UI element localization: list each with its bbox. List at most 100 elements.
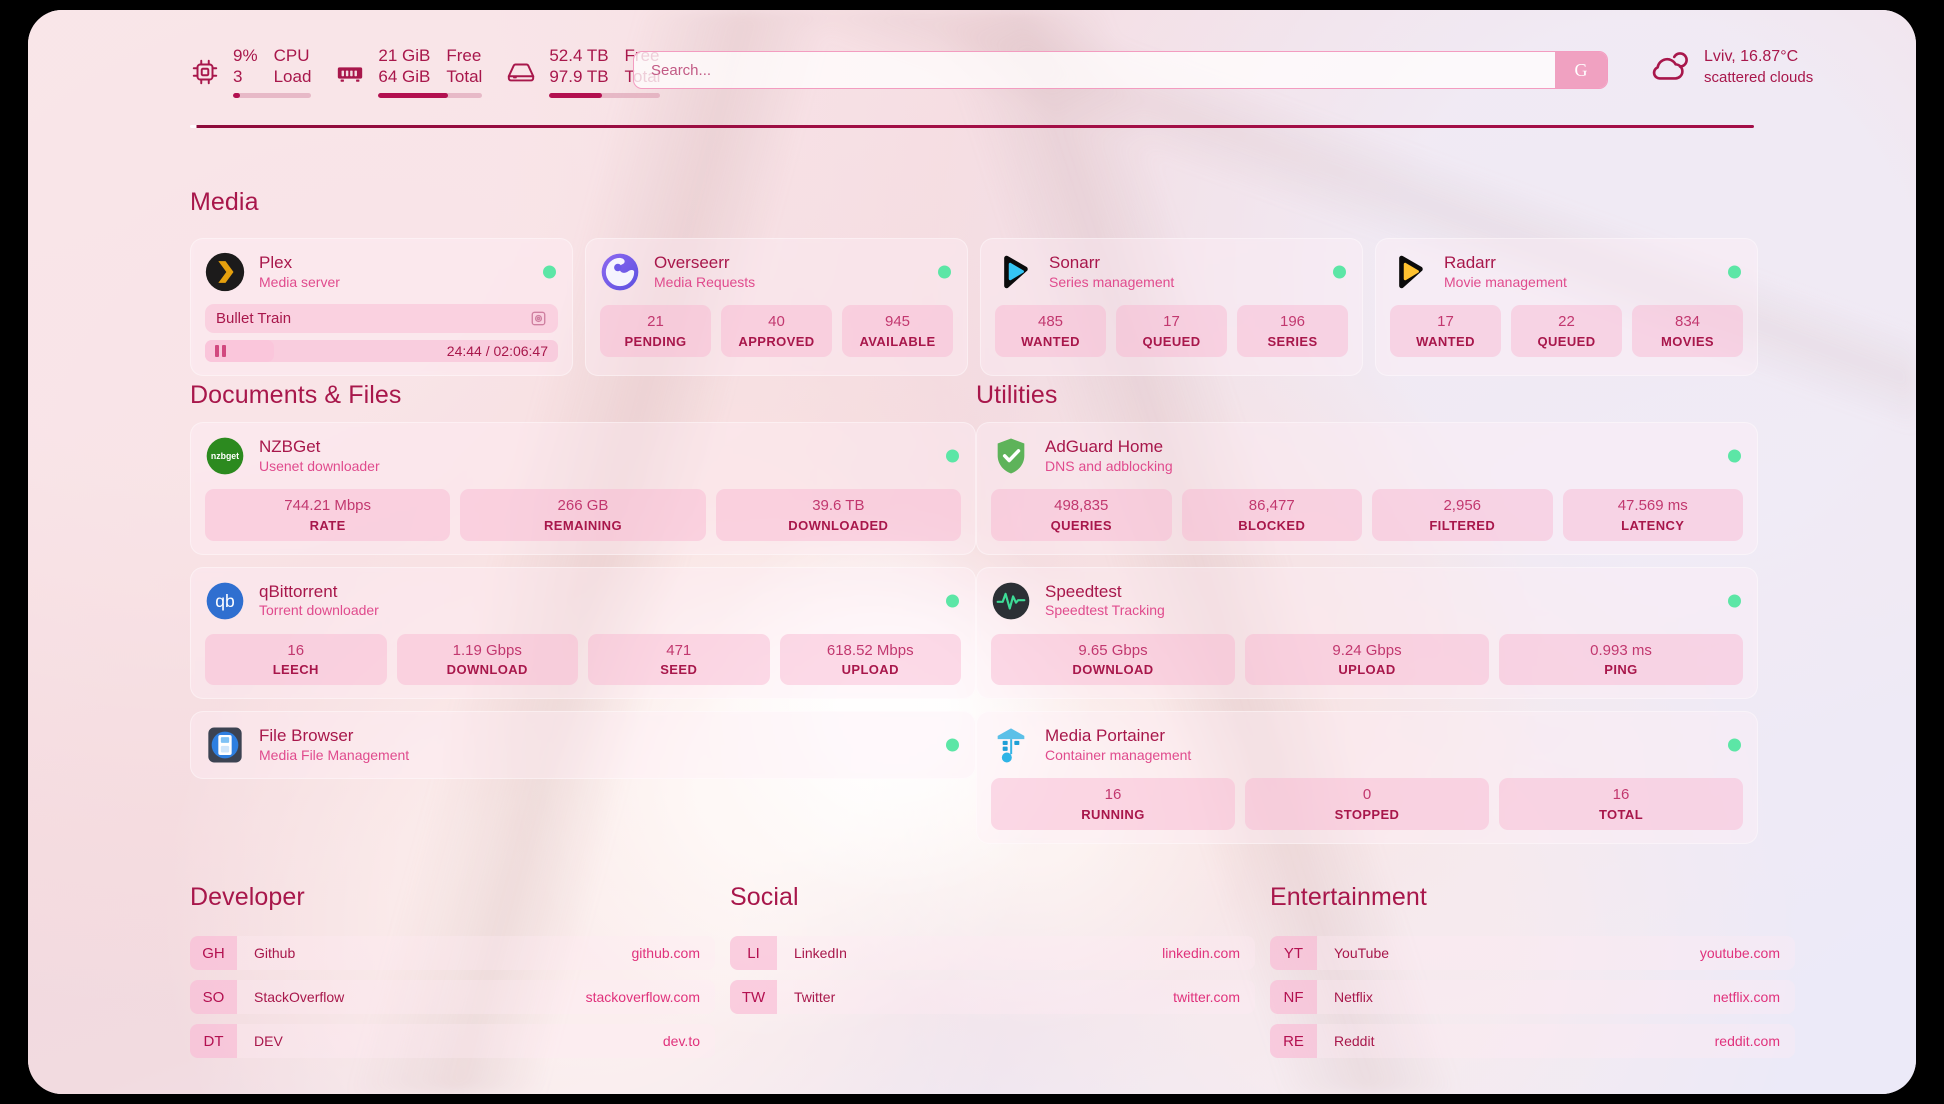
stat-label: RUNNING <box>1081 806 1145 822</box>
portainer-logo-icon <box>997 728 1025 763</box>
stat-tile[interactable]: 22 QUEUED <box>1511 305 1622 357</box>
stat-label: QUEUED <box>1537 333 1596 349</box>
search-submit-button[interactable]: G <box>1555 52 1607 88</box>
service-card[interactable]: Plex Media server Bullet Train 24:44 / 02:0… <box>190 238 573 376</box>
bookmark-name: StackOverflow <box>254 989 345 1005</box>
bookmark-row[interactable]: RE Reddit reddit.com <box>1270 1024 1795 1058</box>
stat-value: 47.569 ms <box>1617 497 1688 514</box>
stat-tile[interactable]: 9.65 Gbps DOWNLOAD <box>991 633 1235 685</box>
stat-tile[interactable]: 17 WANTED <box>1390 305 1501 357</box>
service-card[interactable]: Sonarr Series management 485 WANTED 17 QUEUED… <box>980 238 1363 376</box>
stat-label: RATE <box>309 517 346 533</box>
bookmark-row[interactable]: YT YouTube youtube.com <box>1270 936 1795 970</box>
service-card[interactable]: AdGuard Home DNS and adblocking 498,835 QUE… <box>976 422 1758 555</box>
radarr-logo-icon <box>1399 255 1423 289</box>
system-stat-value: 21 GiB <box>378 46 431 65</box>
bookmark-row[interactable]: NF Netflix netflix.com <box>1270 980 1795 1014</box>
service-card[interactable]: nzbget NZBGet Usenet downloader 744.21 Mbps… <box>190 422 976 555</box>
service-card[interactable]: Media Portainer Container management 16 RUN… <box>976 711 1758 844</box>
stat-value: 2,956 <box>1443 497 1482 514</box>
stat-tile[interactable]: 498,835 QUERIES <box>991 489 1172 541</box>
system-stat-label: Free <box>446 46 482 65</box>
playback-progress-bar[interactable]: 24:44 / 02:06:47 <box>205 340 558 362</box>
bookmark-row[interactable]: TW Twitter twitter.com <box>730 980 1255 1014</box>
bookmark-url: linkedin.com <box>1162 945 1240 961</box>
system-stats-group: 9% 3 CPU Load 21 GiB 64 GiB Free Total 52.4 TB 97… <box>190 46 661 99</box>
service-card-text: AdGuard Home DNS and adblocking <box>1045 436 1173 476</box>
stat-tile[interactable]: 471 SEED <box>588 633 770 685</box>
service-card[interactable]: File Browser Media File Management <box>190 711 976 779</box>
stat-tile[interactable]: 945 AVAILABLE <box>842 305 953 357</box>
stat-tile[interactable]: 9.24 Gbps UPLOAD <box>1245 633 1489 685</box>
stat-tile[interactable]: 21 PENDING <box>600 305 711 357</box>
bookmark-row[interactable]: GH Github github.com <box>190 936 715 970</box>
stat-tile[interactable]: 16 LEECH <box>205 633 387 685</box>
bookmark-url: twitter.com <box>1173 989 1240 1005</box>
stat-label: QUERIES <box>1050 517 1112 533</box>
stat-tile[interactable]: 16 TOTAL <box>1499 778 1743 830</box>
service-subtitle: Media File Management <box>259 746 410 763</box>
system-stat-progress-bar <box>233 93 312 99</box>
service-stats-row: 498,835 QUERIES 86,477 BLOCKED 2,956 FILTERED… <box>991 489 1743 541</box>
section-title-media: Media <box>190 188 259 216</box>
stat-value: 17 <box>1437 313 1454 330</box>
service-card[interactable]: qb qBittorrent Torrent downloader 16 LEECH 1.… <box>190 566 976 699</box>
system-stat-value: 3 <box>233 66 243 86</box>
stat-label: WANTED <box>1416 333 1475 349</box>
service-card-text: Speedtest Speedtest Tracking <box>1045 581 1165 621</box>
service-card-header: Media Portainer Container management <box>991 725 1743 765</box>
service-stats-row: 16 LEECH 1.19 Gbps DOWNLOAD 471 SEED 618.52 Mb… <box>205 633 961 685</box>
stat-tile[interactable]: 196 SERIES <box>1237 305 1348 357</box>
service-card-text: File Browser Media File Management <box>259 725 409 765</box>
cast-icon[interactable] <box>530 310 547 327</box>
bookmark-row[interactable]: DT DEV dev.to <box>190 1024 715 1058</box>
stat-tile[interactable]: 744.21 Mbps RATE <box>205 489 451 541</box>
stat-value: 0 <box>1362 786 1372 803</box>
status-indicator-online <box>1728 265 1741 279</box>
status-indicator-online <box>1333 265 1346 279</box>
stat-tile[interactable]: 16 RUNNING <box>991 778 1235 830</box>
bookmark-list-developer: GH Github github.com SO StackOverflow stackov… <box>190 936 715 1058</box>
service-card-header: AdGuard Home DNS and adblocking <box>991 436 1743 476</box>
system-stat-label: Load <box>273 66 312 86</box>
stat-tile[interactable]: 266 GB REMAINING <box>460 489 706 541</box>
stat-tile[interactable]: 485 WANTED <box>995 305 1106 357</box>
system-stat-cpu: 9% 3 CPU Load <box>190 46 312 99</box>
media-card-row: Plex Media server Bullet Train 24:44 / 02:0… <box>190 238 1758 376</box>
stat-tile[interactable]: 2,956 FILTERED <box>1372 489 1553 541</box>
search-box[interactable]: G <box>633 51 1608 89</box>
stat-tile[interactable]: 1.19 Gbps DOWNLOAD <box>396 633 578 685</box>
stat-tile[interactable]: 618.52 Mbps UPLOAD <box>779 633 961 685</box>
pause-icon[interactable] <box>215 345 226 357</box>
stat-value: 40 <box>768 313 785 330</box>
system-stat-body: 21 GiB 64 GiB Free Total <box>378 46 483 99</box>
service-card[interactable]: Speedtest Speedtest Tracking 9.65 Gbps DOWN… <box>976 566 1758 699</box>
stat-tile[interactable]: 0.993 ms PING <box>1499 633 1743 685</box>
status-indicator-online <box>1728 449 1741 463</box>
stat-value: 16 <box>287 641 305 659</box>
search-input[interactable] <box>634 52 1555 88</box>
service-subtitle: DNS and adblocking <box>1045 457 1173 474</box>
bookmark-group-title-entertainment: Entertainment <box>1270 883 1427 911</box>
service-card[interactable]: Overseerr Media Requests 21 PENDING 40 APPROV… <box>585 238 968 376</box>
stat-tile[interactable]: 834 MOVIES <box>1632 305 1743 357</box>
stat-tile[interactable]: 39.6 TB DOWNLOADED <box>715 489 961 541</box>
service-subtitle: Torrent downloader <box>259 602 379 619</box>
system-stat-value: 64 GiB <box>378 66 431 86</box>
bookmark-row[interactable]: LI LinkedIn linkedin.com <box>730 936 1255 970</box>
bookmark-url: netflix.com <box>1713 989 1780 1005</box>
stat-tile[interactable]: 0 STOPPED <box>1245 778 1489 830</box>
stat-tile[interactable]: 47.569 ms LATENCY <box>1562 489 1743 541</box>
stat-label: SEED <box>660 662 698 677</box>
service-name: Radarr <box>1444 253 1496 273</box>
service-stats-row: 485 WANTED 17 QUEUED 196 SERIES <box>995 305 1348 357</box>
stat-tile[interactable]: 40 APPROVED <box>721 305 832 357</box>
service-card[interactable]: Radarr Movie management 17 WANTED 22 QUEUED 83… <box>1375 238 1758 376</box>
stat-label: APPROVED <box>738 333 815 349</box>
service-subtitle: Movie management <box>1444 273 1567 290</box>
bookmark-row[interactable]: SO StackOverflow stackoverflow.com <box>190 980 715 1014</box>
stat-tile[interactable]: 86,477 BLOCKED <box>1181 489 1362 541</box>
service-stats-row: 17 WANTED 22 QUEUED 834 MOVIES <box>1390 305 1743 357</box>
stat-tile[interactable]: 17 QUEUED <box>1116 305 1227 357</box>
bookmark-name: LinkedIn <box>794 945 847 961</box>
